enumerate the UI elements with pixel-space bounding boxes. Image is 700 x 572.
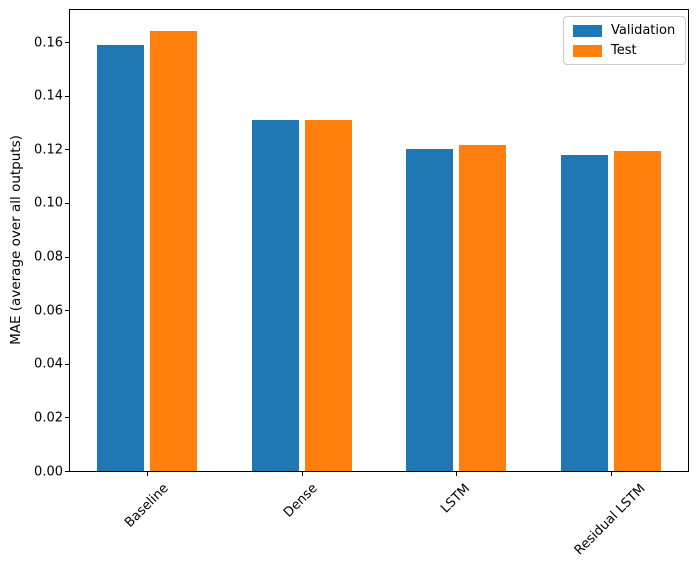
x-tick [147, 472, 149, 476]
y-tick-label: 0.04 [34, 356, 63, 372]
bar-test-lstm [459, 145, 507, 471]
y-tick [65, 202, 69, 204]
legend: Validation Test [563, 16, 687, 65]
legend-entry-validation: Validation [573, 24, 675, 37]
legend-swatch-validation [573, 24, 602, 37]
y-axis-label: MAE (average over all outputs) [8, 135, 24, 345]
bar-test-residual-lstm [613, 150, 661, 471]
y-tick [65, 363, 69, 365]
legend-entry-test: Test [573, 44, 675, 57]
x-tick [610, 472, 612, 476]
y-tick [65, 149, 69, 151]
legend-label-test: Test [611, 43, 637, 58]
y-tick [65, 310, 69, 312]
y-tick-label: 0.14 [34, 88, 63, 104]
x-tick-label: LSTM [437, 481, 473, 517]
bar-validation-lstm [406, 149, 454, 471]
x-tick-label: Dense [281, 481, 321, 521]
y-tick [65, 471, 69, 472]
y-tick [65, 256, 69, 258]
x-tick-label: Baseline [121, 481, 172, 531]
y-tick-label: 0.16 [34, 35, 63, 51]
bar-test-baseline [150, 31, 198, 471]
y-tick [65, 417, 69, 419]
y-tick-label: 0.02 [34, 410, 63, 426]
bar-validation-baseline [97, 44, 145, 471]
x-tick [456, 472, 458, 476]
y-tick-label: 0.00 [34, 464, 63, 479]
y-tick-label: 0.10 [34, 195, 63, 211]
y-tick [65, 42, 69, 44]
y-tick-label: 0.06 [34, 303, 63, 319]
plot-area [69, 9, 689, 472]
x-tick-label: Residual LSTM [571, 481, 649, 559]
bar-validation-dense [251, 119, 299, 471]
y-tick-label: 0.12 [34, 142, 63, 158]
bar-validation-residual-lstm [560, 154, 608, 471]
x-tick [301, 472, 303, 476]
legend-label-validation: Validation [611, 23, 676, 38]
y-tick [65, 95, 69, 97]
bar-test-dense [304, 119, 352, 471]
legend-swatch-test [573, 44, 602, 57]
y-tick-label: 0.08 [34, 249, 63, 265]
